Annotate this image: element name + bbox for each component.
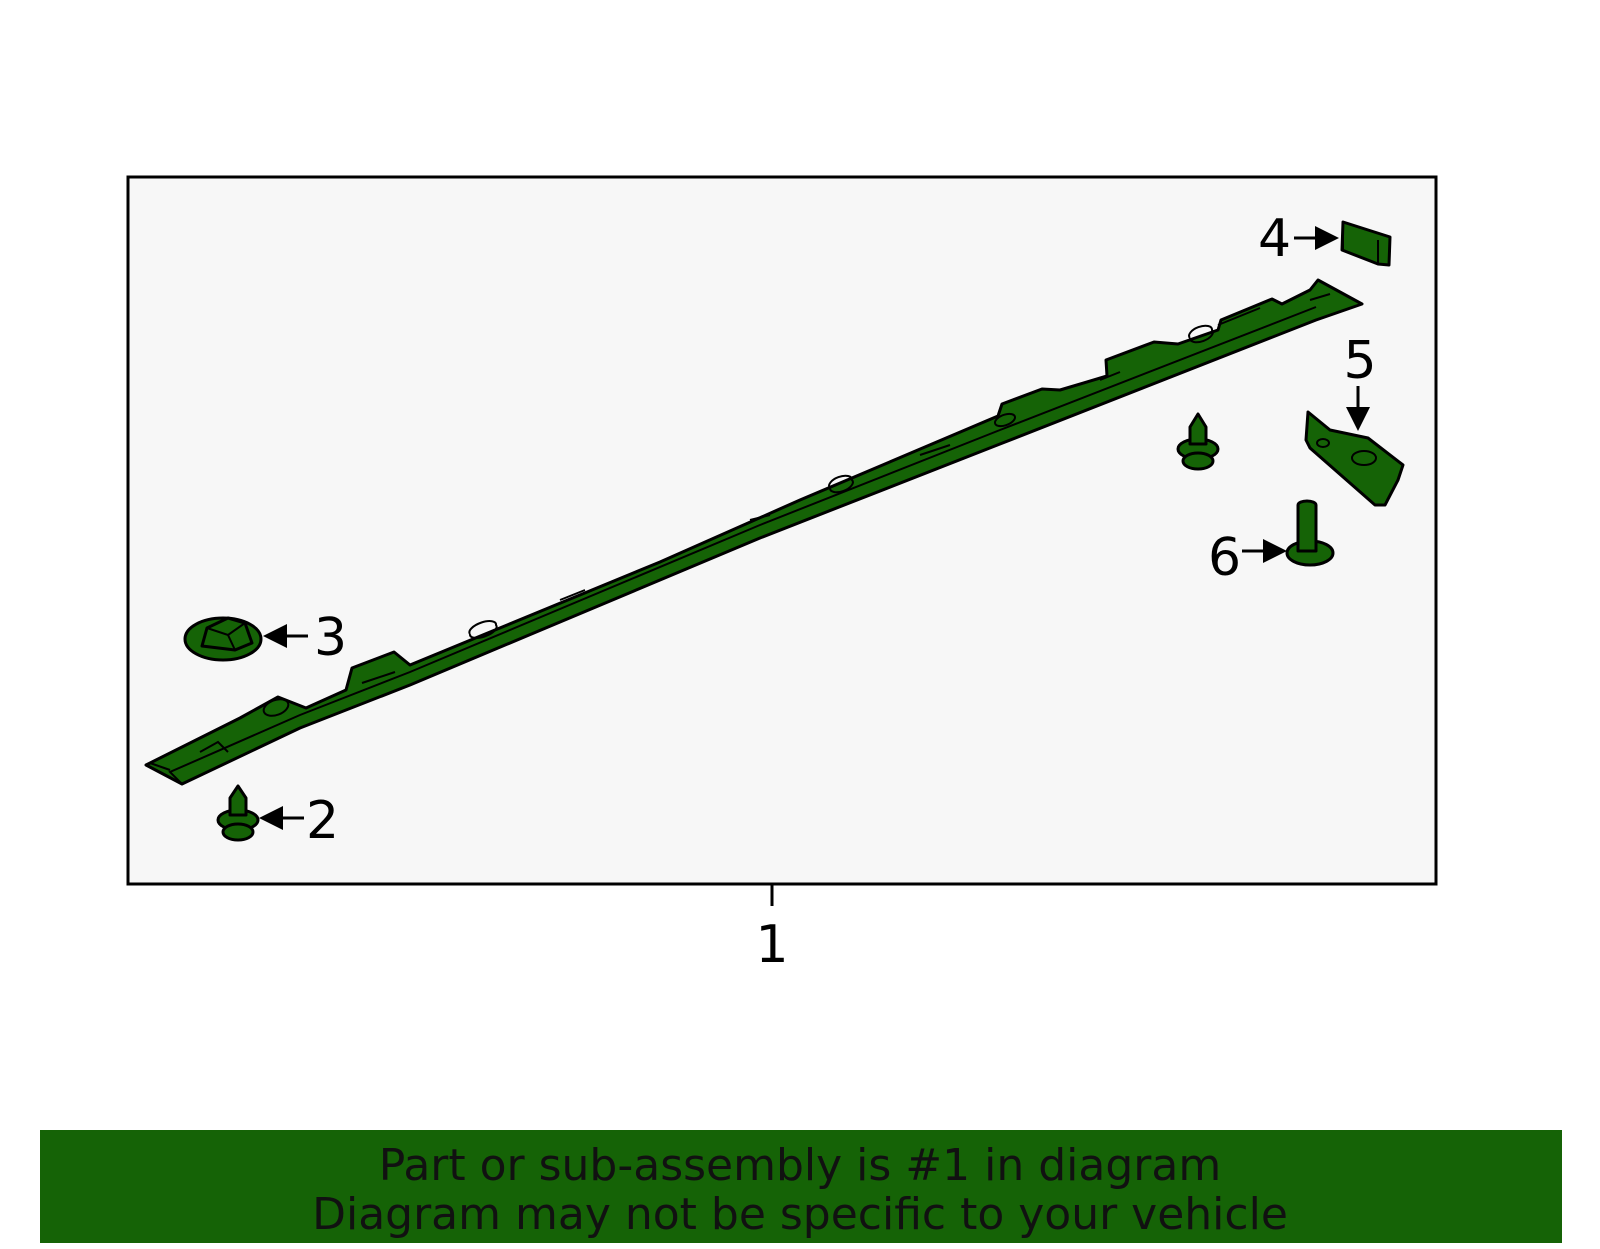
pin-6 [1285,499,1335,567]
callout-label: 1 [755,915,788,975]
banner [40,1130,1562,1243]
rocker-panel [144,278,1364,786]
nut-3 [183,616,263,662]
bracket-5 [1304,410,1405,507]
clip [1176,412,1220,471]
clip-2 [216,784,260,842]
banner-line: Part or sub-assembly is #1 in diagram [379,1140,1221,1191]
part-4 [1340,220,1392,267]
callout-label: 3 [314,608,347,668]
callout-label: 5 [1343,331,1376,391]
callout-label: 2 [306,791,339,851]
callout-label: 4 [1258,209,1291,269]
callout-label: 6 [1208,528,1241,588]
banner-line: Diagram may not be specific to your vehi… [312,1189,1288,1240]
